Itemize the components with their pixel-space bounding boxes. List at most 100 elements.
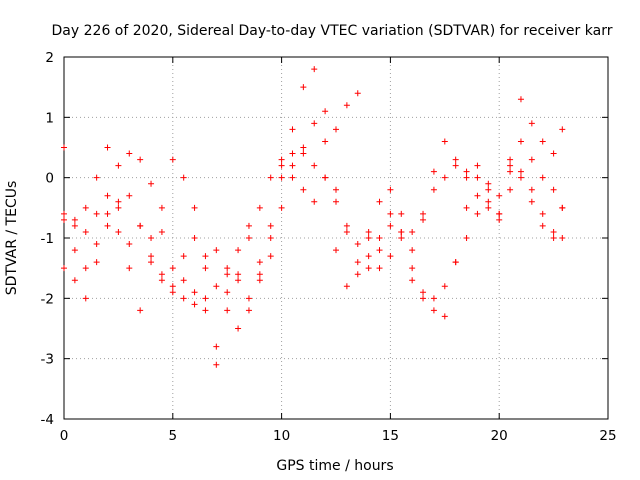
data-point: [256, 204, 263, 211]
data-point: [322, 174, 329, 181]
data-point: [267, 253, 274, 260]
data-point: [387, 222, 394, 229]
data-point: [452, 162, 459, 169]
data-point: [278, 174, 285, 181]
data-point: [354, 271, 361, 278]
data-point: [224, 289, 231, 296]
data-point: [278, 162, 285, 169]
data-point: [507, 186, 514, 193]
data-point: [387, 210, 394, 217]
data-point: [376, 265, 383, 272]
data-point: [507, 156, 514, 163]
data-point: [169, 265, 176, 272]
data-point: [463, 168, 470, 175]
data-point: [474, 210, 481, 217]
data-point: [191, 204, 198, 211]
series-track-1: [61, 66, 566, 368]
data-point: [126, 192, 133, 199]
data-point: [224, 307, 231, 314]
x-tick-label: 25: [599, 428, 616, 444]
data-point: [311, 198, 318, 205]
data-point: [71, 216, 78, 223]
y-axis-title: SDTVAR / TECUs: [4, 181, 20, 296]
y-tick-label: 2: [45, 50, 54, 66]
axis-ticks: 0 5 10 15 20 25 -4 -3 -2 -1 0 1 2: [41, 50, 617, 444]
data-point: [507, 168, 514, 175]
data-point: [82, 265, 89, 272]
data-point: [256, 277, 263, 284]
data-point: [115, 228, 122, 235]
data-point: [104, 192, 111, 199]
data-point: [300, 84, 307, 91]
data-point: [452, 259, 459, 266]
data-point: [148, 253, 155, 260]
data-point: [430, 295, 437, 302]
data-point: [71, 277, 78, 284]
data-point: [528, 156, 535, 163]
data-point: [354, 90, 361, 97]
data-point: [387, 253, 394, 260]
data-point: [485, 204, 492, 211]
data-point: [496, 192, 503, 199]
data-point: [191, 301, 198, 308]
data-point: [322, 108, 329, 115]
data-point: [311, 66, 318, 73]
y-tick-label: 0: [45, 171, 54, 187]
data-point: [463, 204, 470, 211]
data-point: [420, 210, 427, 217]
data-point: [289, 126, 296, 133]
data-point: [191, 289, 198, 296]
data-point: [376, 235, 383, 241]
data-point: [245, 295, 252, 302]
data-point: [441, 174, 448, 181]
data-point: [528, 198, 535, 205]
data-point: [550, 186, 557, 193]
data-point: [485, 180, 492, 187]
data-point: [517, 96, 524, 103]
data-point: [539, 138, 546, 145]
y-tick-label: -3: [41, 352, 54, 368]
data-point: [333, 186, 339, 193]
data-point: [82, 295, 89, 302]
data-point: [213, 283, 220, 290]
data-point: [430, 168, 437, 175]
x-axis-title: GPS time / hours: [276, 458, 393, 474]
data-point: [289, 162, 296, 169]
data-point: [463, 235, 470, 241]
grid: [63, 56, 609, 420]
data-point: [550, 228, 557, 235]
data-marks: [61, 66, 566, 368]
x-tick-label: 20: [491, 428, 508, 444]
data-point: [430, 186, 437, 193]
data-point: [420, 295, 427, 302]
data-point: [550, 150, 557, 157]
data-point: [539, 222, 546, 229]
data-point: [333, 247, 339, 254]
data-point: [474, 162, 481, 169]
data-point: [300, 144, 307, 151]
data-point: [430, 307, 437, 314]
data-point: [61, 216, 67, 223]
data-point: [245, 222, 252, 229]
data-point: [496, 216, 503, 223]
data-point: [354, 241, 361, 248]
data-point: [245, 307, 252, 314]
data-point: [71, 222, 78, 229]
data-point: [224, 271, 231, 278]
data-point: [148, 235, 155, 241]
data-point: [365, 235, 372, 241]
data-point: [267, 174, 274, 181]
data-point: [463, 174, 470, 181]
data-point: [158, 204, 165, 211]
data-point: [559, 204, 566, 211]
data-point: [224, 265, 231, 272]
data-point: [61, 144, 67, 151]
data-point: [137, 222, 144, 229]
data-point: [104, 210, 111, 217]
data-point: [82, 228, 89, 235]
data-point: [115, 204, 122, 211]
data-point: [376, 198, 383, 205]
data-point: [158, 228, 165, 235]
data-point: [517, 138, 524, 145]
data-point: [104, 222, 111, 229]
